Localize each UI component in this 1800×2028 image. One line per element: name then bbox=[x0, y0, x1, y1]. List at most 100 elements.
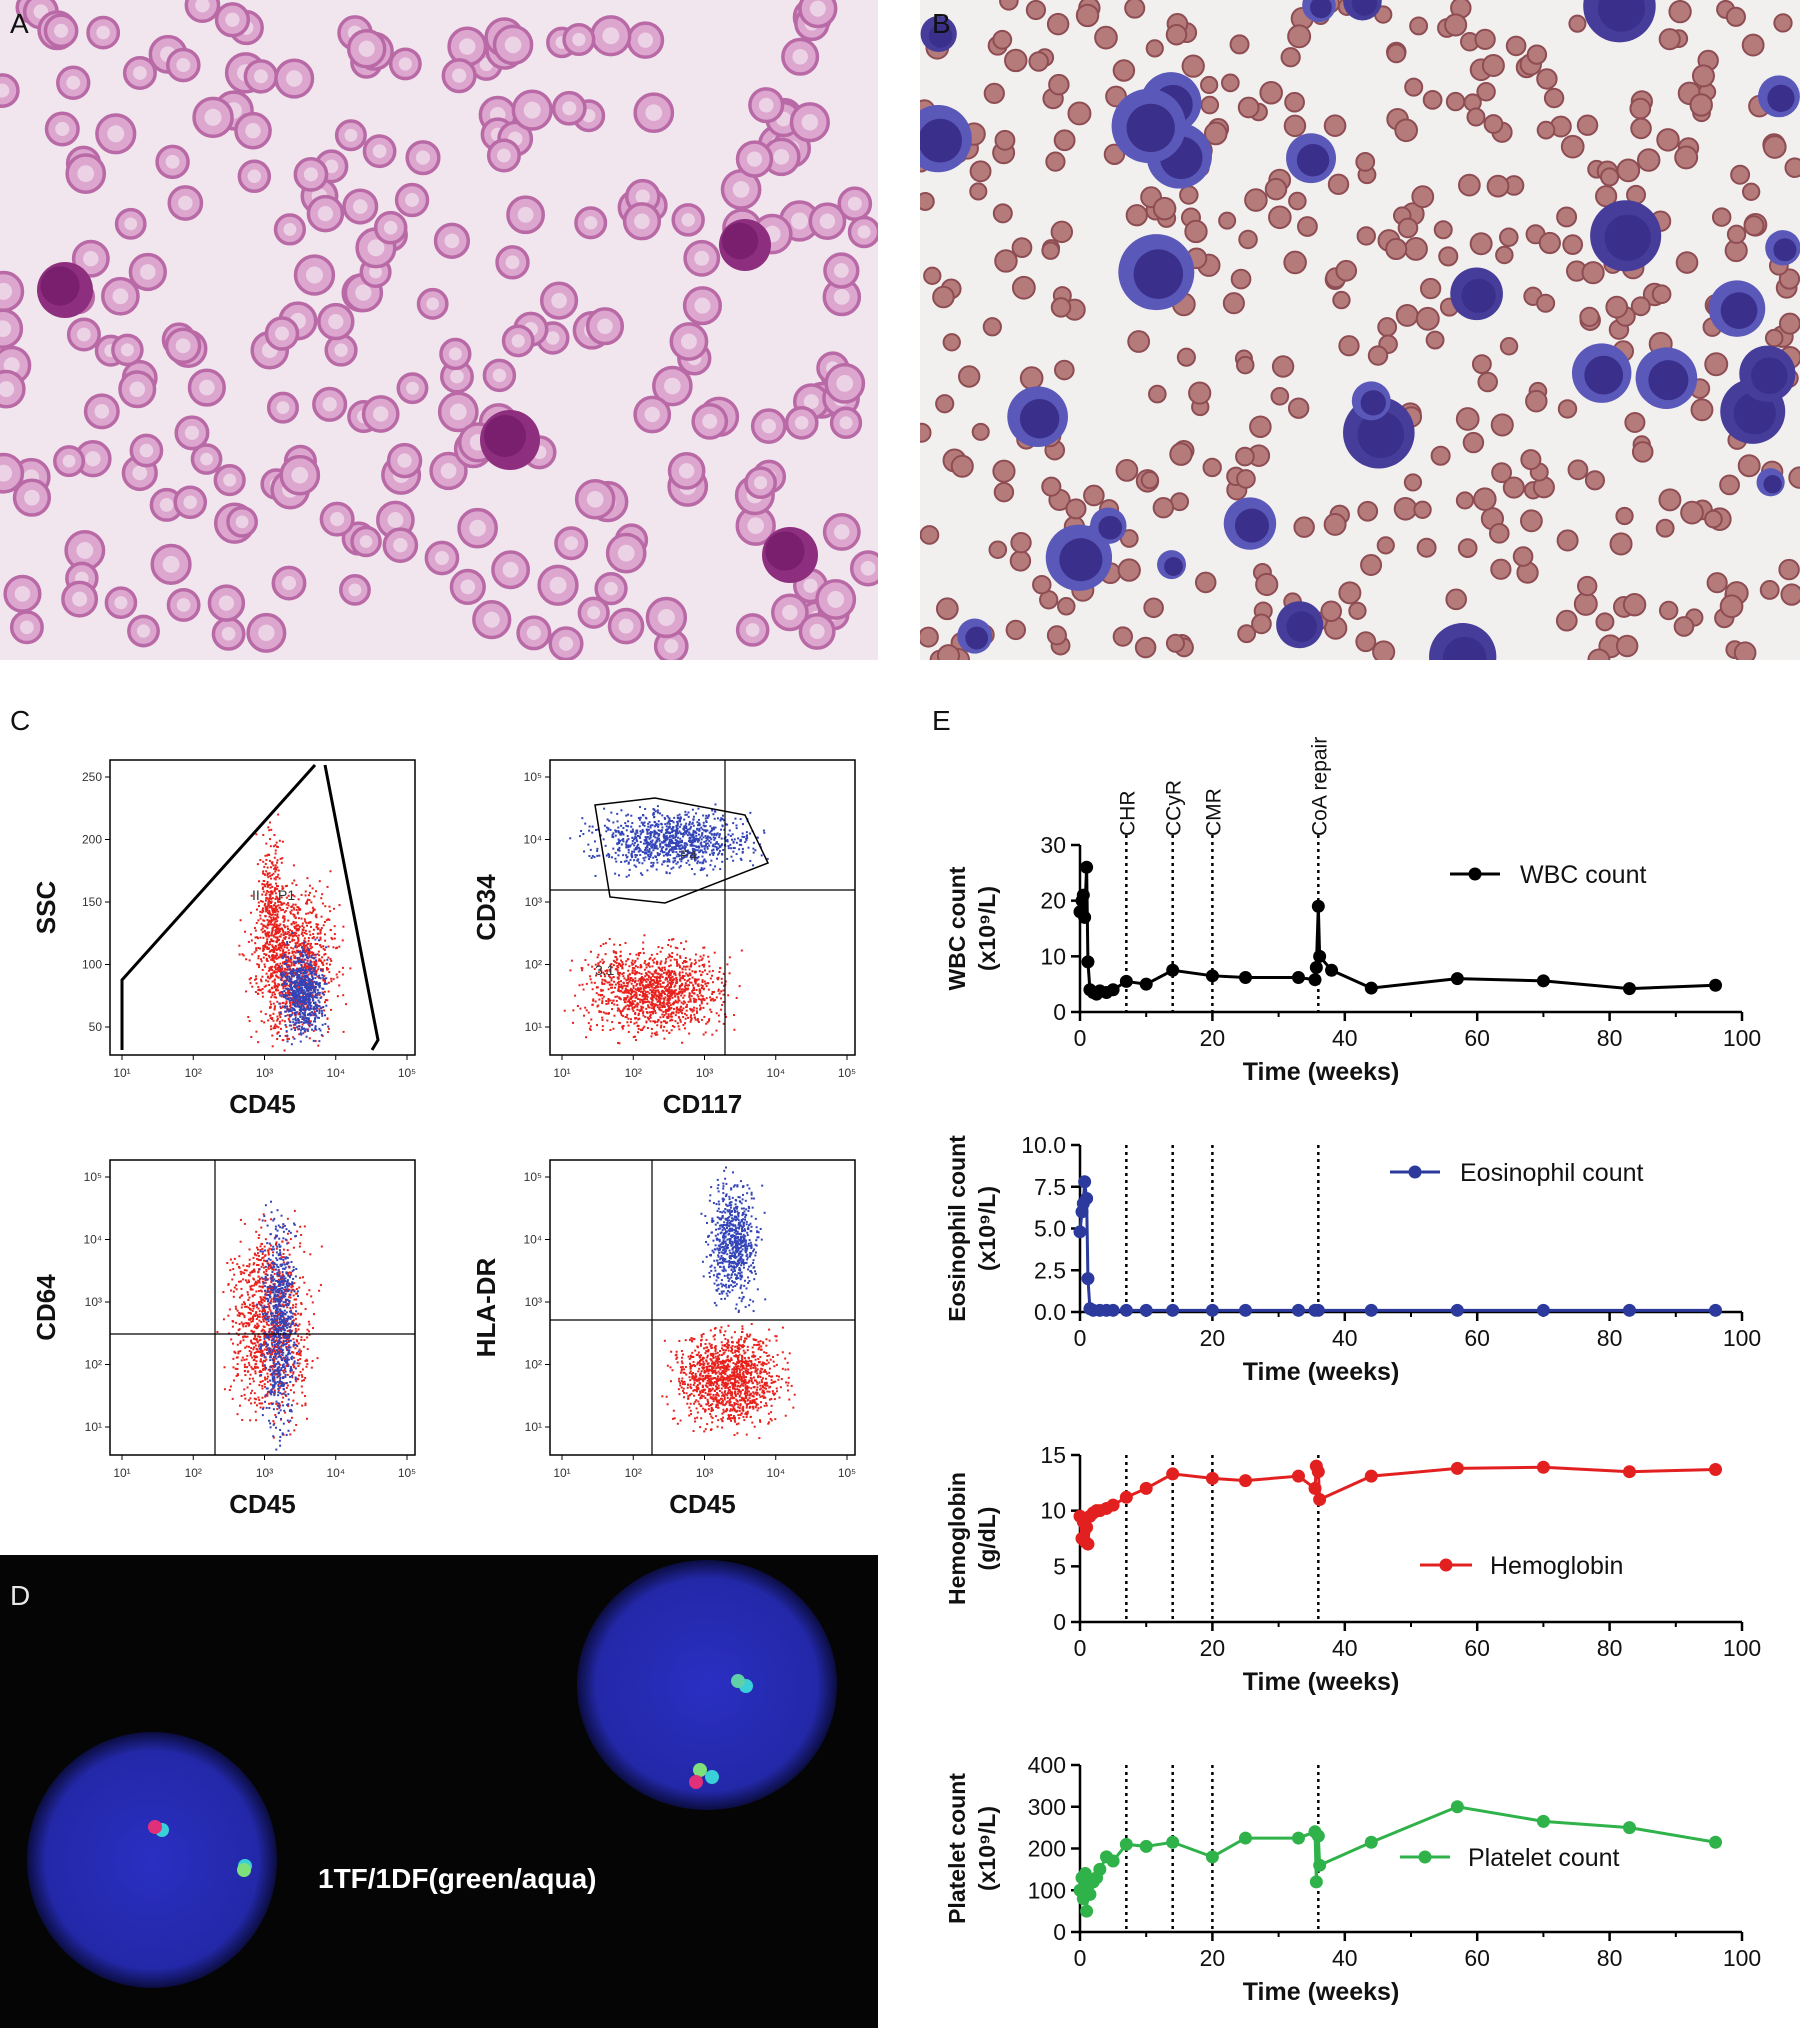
flow-event-dot bbox=[615, 961, 618, 964]
flow-event-dot bbox=[284, 936, 287, 939]
red-blood-cell-pallor bbox=[344, 128, 358, 142]
flow-event-dot bbox=[666, 985, 669, 988]
flow-event-dot bbox=[269, 1025, 272, 1028]
flow-event-dot bbox=[296, 973, 299, 976]
flow-event-dot bbox=[294, 1018, 297, 1021]
flow-event-dot bbox=[651, 839, 654, 842]
flow-event-dot bbox=[314, 964, 317, 967]
flow-event-dot bbox=[688, 977, 691, 980]
flow-event-dot bbox=[295, 1005, 298, 1008]
flow-event-dot bbox=[698, 970, 701, 973]
flow-event-dot bbox=[304, 944, 307, 947]
flow-event-dot bbox=[296, 981, 299, 984]
flow-event-dot bbox=[277, 813, 280, 816]
flow-event-dot bbox=[722, 1001, 725, 1004]
flow-event-dot bbox=[323, 1001, 326, 1004]
red-blood-cell-pallor bbox=[129, 381, 146, 398]
flow-event-dot bbox=[293, 969, 296, 972]
flow-event-dot bbox=[271, 897, 274, 900]
red-blood-cell bbox=[1025, 0, 1047, 21]
x-tick-label: 10² bbox=[185, 1066, 202, 1080]
flow-event-dot bbox=[631, 828, 634, 831]
flow-event-dot bbox=[642, 1002, 645, 1005]
red-blood-cell-pallor bbox=[218, 595, 235, 611]
flow-event-dot bbox=[262, 924, 265, 927]
flow-event-dot bbox=[288, 988, 291, 991]
flow-event-dot bbox=[294, 945, 297, 948]
flow-event-dot bbox=[616, 981, 619, 984]
flow-event-dot bbox=[678, 965, 681, 968]
flow-event-dot bbox=[255, 1030, 258, 1033]
flow-event-dot bbox=[614, 983, 617, 986]
flow-event-dot bbox=[287, 930, 290, 933]
red-blood-cell-pallor bbox=[281, 576, 297, 591]
flow-event-dot bbox=[677, 991, 680, 994]
flow-event-dot bbox=[286, 955, 289, 958]
flow-event-dot bbox=[310, 965, 313, 968]
flow-event-dot bbox=[304, 999, 307, 1002]
flow-event-dot bbox=[652, 989, 655, 992]
flow-event-dot bbox=[607, 1002, 610, 1005]
flow-event-dot bbox=[287, 989, 290, 992]
flow-event-dot bbox=[312, 985, 315, 988]
flow-event-dot bbox=[264, 965, 267, 968]
flow-event-dot bbox=[274, 1023, 277, 1026]
flow-event-dot bbox=[665, 843, 668, 846]
red-blood-cell-pallor bbox=[587, 606, 601, 620]
flow-event-dot bbox=[297, 944, 300, 947]
flow-event-dot bbox=[274, 864, 277, 867]
flow-event-dot bbox=[302, 979, 305, 982]
flow-event-dot bbox=[659, 994, 662, 997]
red-blood-cell-pallor bbox=[836, 374, 854, 392]
flow-event-dot bbox=[660, 1004, 663, 1007]
flow-event-dot bbox=[284, 971, 287, 974]
flow-event-dot bbox=[591, 855, 594, 858]
flow-event-dot bbox=[266, 874, 269, 877]
flow-event-dot bbox=[271, 923, 274, 926]
flow-event-dot bbox=[287, 972, 290, 975]
flow-event-dot bbox=[257, 901, 260, 904]
flow-event-dot bbox=[647, 976, 650, 979]
flow-event-dot bbox=[302, 983, 305, 986]
flow-event-dot bbox=[633, 1022, 636, 1025]
flow-event-dot bbox=[645, 963, 648, 966]
flow-event-dot bbox=[672, 857, 675, 860]
flow-event-dot bbox=[315, 1014, 318, 1017]
flow-event-dot bbox=[689, 981, 692, 984]
flow-event-dot bbox=[263, 883, 266, 886]
flow-event-dot bbox=[317, 983, 320, 986]
flow-event-dot bbox=[268, 897, 271, 900]
flow-event-dot bbox=[270, 914, 273, 917]
cell-nucleus bbox=[1751, 357, 1788, 395]
flow-event-dot bbox=[282, 934, 285, 937]
flow-event-dot bbox=[652, 1006, 655, 1009]
red-blood-cell-pallor bbox=[285, 70, 303, 87]
flow-event-dot bbox=[265, 940, 268, 943]
flow-event-dot bbox=[320, 968, 323, 971]
flow-event-dot bbox=[276, 920, 279, 923]
flow-event-dot bbox=[275, 968, 278, 971]
flow-event-dot bbox=[638, 825, 641, 828]
flow-event-dot bbox=[694, 859, 697, 862]
panel-label-a: A bbox=[10, 8, 29, 39]
flow-event-dot bbox=[267, 890, 270, 893]
flow-event-dot bbox=[273, 907, 276, 910]
flow-event-dot bbox=[675, 855, 678, 858]
flow-event-dot bbox=[711, 969, 714, 972]
red-blood-cell bbox=[1674, 145, 1699, 170]
flow-event-dot bbox=[313, 953, 316, 956]
flow-event-dot bbox=[272, 954, 275, 957]
flow-event-dot bbox=[642, 985, 645, 988]
flow-event-dot bbox=[635, 995, 638, 998]
red-blood-cell bbox=[1009, 550, 1032, 572]
flow-event-dot bbox=[311, 982, 314, 985]
flow-event-dot bbox=[283, 946, 286, 949]
flow-event-dot bbox=[279, 1007, 282, 1010]
flow-event-dot bbox=[718, 849, 721, 852]
red-blood-cell-pallor bbox=[809, 623, 825, 639]
flow-event-dot bbox=[289, 1021, 292, 1024]
flow-event-dot bbox=[607, 1012, 610, 1015]
flow-event-dot bbox=[744, 841, 747, 844]
flow-event-dot bbox=[678, 866, 681, 869]
